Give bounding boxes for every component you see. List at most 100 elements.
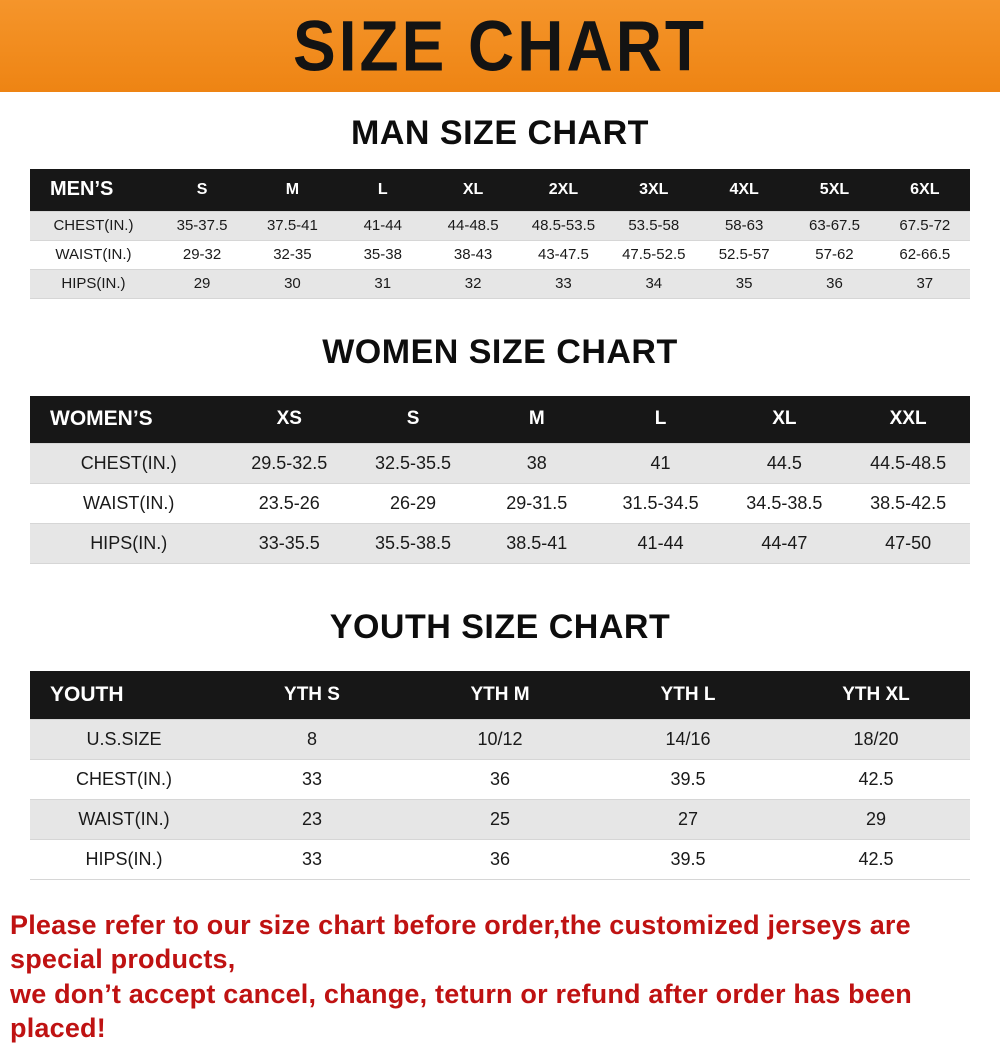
measurement-row: HIPS(IN.) 33-35.5 35.5-38.5 38.5-41 41-44 44-… bbox=[30, 523, 970, 564]
size-value-cell: 35 bbox=[735, 275, 753, 292]
size-value-cell: 26-29 bbox=[390, 493, 437, 513]
size-column-header: 3XL bbox=[608, 169, 699, 211]
size-value-cell: 29.5-32.5 bbox=[251, 453, 328, 473]
size-column-header: XXL bbox=[846, 395, 970, 444]
size-value-cell: 36 bbox=[489, 848, 511, 869]
order-notice-line-1: Please refer to our size chart before or… bbox=[10, 909, 911, 975]
size-value-cell: 38.5-41 bbox=[506, 533, 568, 553]
women-size-heading: WOMEN SIZE CHART bbox=[322, 332, 678, 371]
measurement-row: HIPS(IN.) 29 30 31 32 33 34 35 36 37 bbox=[30, 269, 970, 298]
size-value-cell: 39.5 bbox=[670, 768, 706, 789]
size-column-header: YTH S bbox=[218, 671, 406, 719]
youth-size-table: YOUTH YTH S YTH M YTH L YTH XL U.S.SIZE 8 10/12… bbox=[30, 671, 970, 880]
size-value-cell: 38.5-42.5 bbox=[870, 493, 947, 513]
men-size-table: MEN’S S M L XL 2XL 3XL 4XL 5XL 6XL CHEST(IN.) 35-37… bbox=[30, 169, 970, 299]
size-value-cell: 38-43 bbox=[453, 246, 493, 263]
size-column-header: L bbox=[598, 395, 723, 444]
measurement-label-cell: HIPS(IN.) bbox=[61, 275, 126, 292]
size-value-cell: 44.5 bbox=[766, 453, 802, 473]
size-value-cell: 32 bbox=[464, 275, 482, 292]
size-value-cell: 10/12 bbox=[477, 728, 523, 749]
size-column-header: M bbox=[474, 395, 599, 444]
size-table-body: CHEST(IN.) 35-37.5 37.5-41 41-44 44-48.5 48.5… bbox=[30, 211, 970, 298]
size-value-cell: 34 bbox=[645, 275, 663, 292]
measurement-label-cell: HIPS(IN.) bbox=[90, 533, 168, 553]
size-value-cell: 52.5-57 bbox=[718, 246, 770, 263]
measurement-label-cell: CHEST(IN.) bbox=[76, 768, 172, 789]
size-value-cell: 36 bbox=[489, 768, 511, 789]
measurement-row: WAIST(IN.) 29-32 32-35 35-38 38-43 43-47.5 47.… bbox=[30, 240, 970, 269]
size-column-header: YTH M bbox=[406, 671, 594, 719]
size-table-head: WOMEN’S XS S M L XL XXL bbox=[30, 395, 970, 444]
size-value-cell: 8 bbox=[306, 728, 317, 749]
size-value-cell: 32.5-35.5 bbox=[375, 453, 452, 473]
men-size-section: MAN SIZE CHART MEN’S S M L XL 2XL 3XL 4XL 5XL 6XL… bbox=[0, 114, 1000, 299]
size-value-cell: 44.5-48.5 bbox=[870, 453, 947, 473]
size-value-cell: 33 bbox=[301, 848, 323, 869]
size-value-cell: 53.5-58 bbox=[628, 217, 680, 234]
size-value-cell: 23.5-26 bbox=[258, 493, 320, 513]
size-column-header: XS bbox=[227, 395, 352, 444]
measurement-label-cell: U.S.SIZE bbox=[86, 728, 162, 749]
size-column-header: L bbox=[337, 169, 428, 211]
size-value-cell: 39.5 bbox=[670, 848, 706, 869]
size-column-header: XL bbox=[427, 169, 519, 211]
size-column-header: 5XL bbox=[789, 169, 880, 211]
size-column-header: YTH XL bbox=[782, 671, 970, 719]
size-value-cell: 38 bbox=[526, 453, 547, 473]
size-column-header: 2XL bbox=[518, 169, 609, 211]
size-value-cell: 58-63 bbox=[724, 217, 764, 234]
measurement-label-cell: HIPS(IN.) bbox=[85, 848, 163, 869]
order-notice-line-2: we don’t accept cancel, change, teturn o… bbox=[10, 978, 913, 1044]
size-value-cell: 35.5-38.5 bbox=[375, 533, 452, 553]
size-value-cell: 31 bbox=[374, 275, 392, 292]
size-table-body: CHEST(IN.) 29.5-32.5 32.5-35.5 38 41 44.5 44.5… bbox=[30, 443, 970, 564]
size-value-cell: 67.5-72 bbox=[899, 217, 951, 234]
size-value-cell: 44-47 bbox=[761, 533, 808, 553]
size-value-cell: 48.5-53.5 bbox=[531, 217, 596, 234]
measurement-row: CHEST(IN.) 33 36 39.5 42.5 bbox=[30, 759, 970, 799]
size-value-cell: 18/20 bbox=[853, 728, 899, 749]
size-value-cell: 44-48.5 bbox=[447, 217, 499, 234]
size-column-header: 4XL bbox=[698, 169, 790, 211]
youth-size-section: YOUTH SIZE CHART YOUTH YTH S YTH M YTH L YTH… bbox=[0, 608, 1000, 880]
size-table-head: MEN’S S M L XL 2XL 3XL 4XL 5XL 6XL bbox=[30, 169, 970, 211]
size-column-header: M bbox=[247, 169, 338, 211]
size-value-cell: 27 bbox=[677, 808, 699, 829]
size-value-cell: 14/16 bbox=[665, 728, 711, 749]
measurement-row: CHEST(IN.) 29.5-32.5 32.5-35.5 38 41 44.5 44.5… bbox=[30, 443, 970, 484]
size-column-header: XL bbox=[722, 395, 847, 444]
size-value-cell: 42.5 bbox=[858, 768, 894, 789]
measurement-row: HIPS(IN.) 33 36 39.5 42.5 bbox=[30, 839, 970, 879]
size-value-cell: 42.5 bbox=[858, 848, 894, 869]
size-header-row: MEN’S S M L XL 2XL 3XL 4XL 5XL 6XL bbox=[30, 169, 970, 211]
youth-size-heading: YOUTH SIZE CHART bbox=[329, 608, 671, 646]
size-header-row: YOUTH YTH S YTH M YTH L YTH XL bbox=[30, 671, 970, 719]
size-value-cell: 35-38 bbox=[363, 246, 402, 263]
size-table-body: U.S.SIZE 8 10/12 14/16 18/20 CHEST(IN.) 33 36 39… bbox=[30, 719, 970, 879]
measurement-label-cell: WAIST(IN.) bbox=[83, 493, 175, 513]
size-value-cell: 25 bbox=[489, 808, 511, 829]
size-header-row: WOMEN’S XS S M L XL XXL bbox=[30, 395, 970, 444]
size-value-cell: 29 bbox=[865, 808, 887, 829]
size-value-cell: 63-67.5 bbox=[809, 217, 860, 234]
size-value-cell: 34.5-38.5 bbox=[746, 493, 823, 513]
size-column-header: S bbox=[156, 169, 248, 211]
size-value-cell: 29-32 bbox=[182, 246, 222, 263]
women-size-table: WOMEN’S XS S M L XL XXL CHEST(IN.) 29.5-32.5 32.5… bbox=[30, 395, 970, 565]
size-value-cell: 32-35 bbox=[273, 246, 312, 263]
men-size-heading: MAN SIZE CHART bbox=[351, 114, 649, 152]
size-value-cell: 33 bbox=[555, 275, 572, 292]
size-value-cell: 33-35.5 bbox=[258, 533, 320, 553]
table-title-cell: WOMEN’S bbox=[30, 395, 228, 444]
size-value-cell: 37 bbox=[916, 275, 934, 292]
size-column-header: S bbox=[351, 395, 475, 444]
size-chart-title: SIZE CHART bbox=[293, 5, 707, 87]
size-column-header: 6XL bbox=[879, 169, 970, 211]
size-value-cell: 47-50 bbox=[885, 533, 932, 553]
women-size-section: WOMEN SIZE CHART WOMEN’S XS S M L XL XXL CHEST(… bbox=[0, 333, 1000, 565]
measurement-row: WAIST(IN.) 23 25 27 29 bbox=[30, 799, 970, 839]
size-value-cell: 41-44 bbox=[363, 217, 402, 234]
size-value-cell: 31.5-34.5 bbox=[622, 493, 699, 513]
